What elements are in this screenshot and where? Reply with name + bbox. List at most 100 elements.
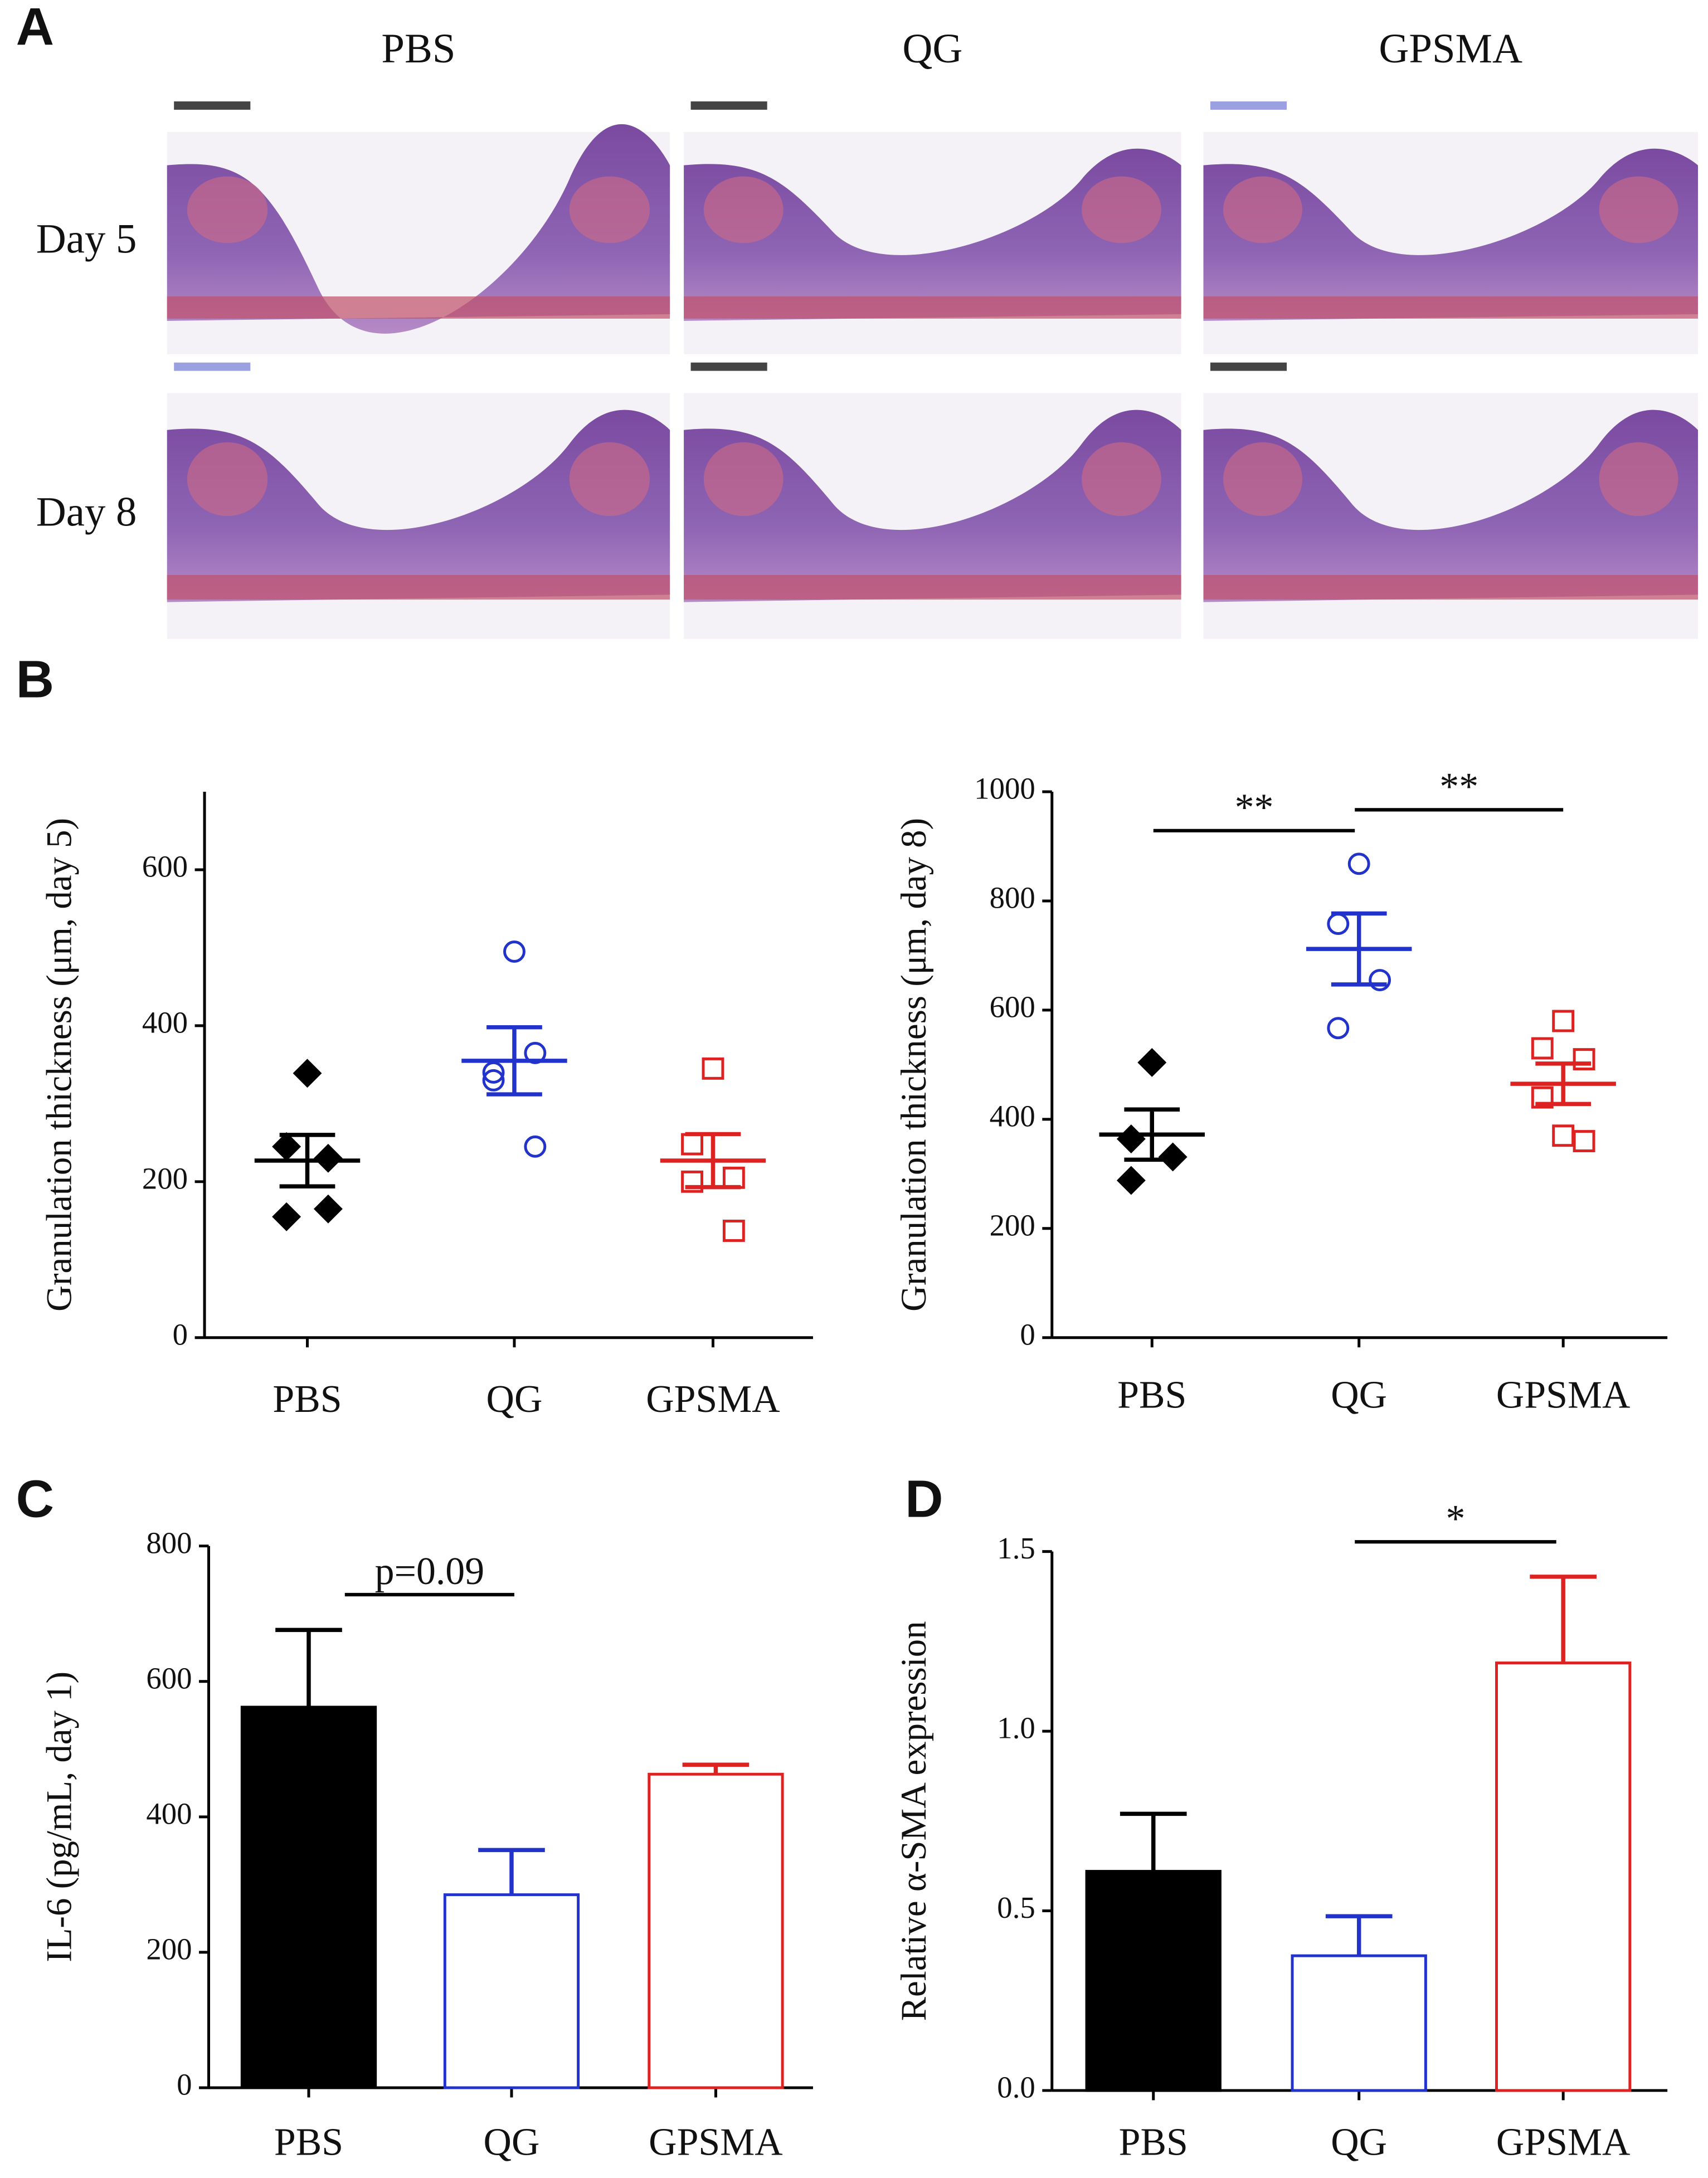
x-tick-label: QG (484, 2121, 540, 2164)
dermis (569, 176, 650, 243)
bar (1291, 1954, 1427, 2092)
data-point (1531, 1086, 1554, 1109)
column-title: GPSMA (1379, 26, 1522, 72)
scale-bar (1210, 101, 1287, 110)
y-tick-label: 200 (990, 1208, 1035, 1242)
row-label: Day 8 (36, 489, 137, 535)
data-point (1158, 1142, 1188, 1172)
scale-bar (174, 101, 251, 110)
muscle-layer (167, 575, 670, 600)
chart: 0 200 400 600 800 1000 Granulation thickness (… (894, 766, 1668, 1416)
y-tick-label: 600 (142, 850, 188, 884)
dermis (1223, 176, 1302, 243)
dermis (1082, 176, 1161, 243)
x-tick-label: GPSMA (1496, 2121, 1631, 2164)
data-point (272, 1132, 301, 1161)
chart: 0 200 400 600 Granulation thickness (μm, day… (40, 792, 813, 1421)
dermis (703, 176, 784, 243)
data-point (293, 1059, 322, 1088)
x-tick-label: QG (1331, 1373, 1387, 1416)
y-tick-label: 0.0 (997, 2070, 1035, 2104)
data-point (1573, 1130, 1595, 1152)
dermis (1223, 442, 1302, 517)
scale-bar (690, 101, 767, 110)
column-title: QG (902, 26, 962, 72)
y-tick-label: 200 (146, 1932, 192, 1966)
y-tick-label: 200 (142, 1161, 188, 1195)
y-axis-label: Relative α-SMA expression (894, 1621, 934, 2021)
scale-bar (690, 362, 767, 371)
tissue (684, 410, 1181, 602)
significance-label: * (1446, 1497, 1466, 1540)
data-point (272, 1202, 301, 1231)
y-tick-label: 1000 (974, 772, 1035, 806)
data-point (681, 1170, 704, 1193)
chart: 0.0 0.5 1.0 1.5 Relative α-SMA expression PBS… (894, 1497, 1668, 2164)
data-point (722, 1220, 745, 1242)
y-tick-label: 0 (1020, 1317, 1035, 1351)
data-point (1552, 1010, 1575, 1032)
tissue (1203, 148, 1698, 321)
data-point (722, 1166, 745, 1189)
data-point (1327, 913, 1350, 935)
dermis (1599, 442, 1678, 517)
data-point (1327, 1017, 1350, 1040)
chart: 0 200 400 600 800 IL-6 (pg/mL, day 1) PBS QG GPS… (40, 1526, 813, 2164)
dermis (187, 176, 268, 243)
significance-label: ** (1439, 766, 1478, 808)
y-axis-label: Granulation thickness (μm, day 8) (894, 818, 934, 1312)
data-point (1552, 1124, 1575, 1147)
panel-label: C (16, 1469, 54, 1528)
data-point (1137, 1047, 1167, 1077)
muscle-layer (684, 575, 1181, 600)
y-tick-label: 400 (146, 1796, 192, 1830)
muscle-layer (1203, 296, 1698, 319)
significance-label: ** (1235, 786, 1274, 829)
panel-label: A (16, 0, 54, 56)
bar (443, 1893, 580, 2089)
data-point (1116, 1166, 1146, 1195)
x-tick-label: GPSMA (1496, 1373, 1631, 1416)
bar (240, 1706, 377, 2089)
data-point (1347, 852, 1370, 875)
row-label: Day 5 (36, 216, 137, 262)
bar (648, 1772, 784, 2089)
y-tick-label: 1.5 (997, 1531, 1035, 1565)
x-tick-label: GPSMA (646, 1378, 780, 1421)
y-tick-label: 0.5 (997, 1890, 1035, 1924)
scale-bar (1210, 362, 1287, 371)
dermis (1082, 442, 1161, 517)
tissue (1203, 410, 1698, 602)
tissue (167, 410, 670, 602)
dermis (703, 442, 784, 517)
column-title: PBS (381, 26, 455, 72)
y-axis-label: Granulation thickness (μm, day 5) (40, 818, 80, 1312)
muscle-layer (684, 296, 1181, 319)
y-axis-label: IL-6 (pg/mL, day 1) (40, 1672, 80, 1962)
data-point (482, 1069, 505, 1092)
y-tick-label: 600 (990, 990, 1035, 1024)
x-tick-label: GPSMA (649, 2121, 783, 2164)
bar (1495, 1661, 1632, 2092)
dermis (1599, 176, 1678, 243)
data-point (1116, 1124, 1146, 1154)
data-point (702, 1057, 724, 1080)
data-point (313, 1143, 343, 1173)
dermis (569, 442, 650, 517)
data-point (524, 1135, 547, 1158)
tissue (684, 148, 1181, 321)
data-point (1573, 1048, 1595, 1071)
tissue (167, 124, 670, 334)
significance-label: p=0.09 (375, 1550, 484, 1593)
y-tick-label: 400 (990, 1099, 1035, 1133)
x-tick-label: QG (1331, 2121, 1387, 2164)
y-tick-label: 400 (142, 1005, 188, 1039)
muscle-layer (1203, 575, 1698, 600)
y-tick-label: 800 (146, 1526, 192, 1560)
x-tick-label: PBS (1119, 2121, 1188, 2164)
scale-bar (174, 362, 251, 371)
y-tick-label: 1.0 (997, 1711, 1035, 1745)
panel-label: B (16, 650, 54, 709)
data-point (681, 1133, 704, 1156)
